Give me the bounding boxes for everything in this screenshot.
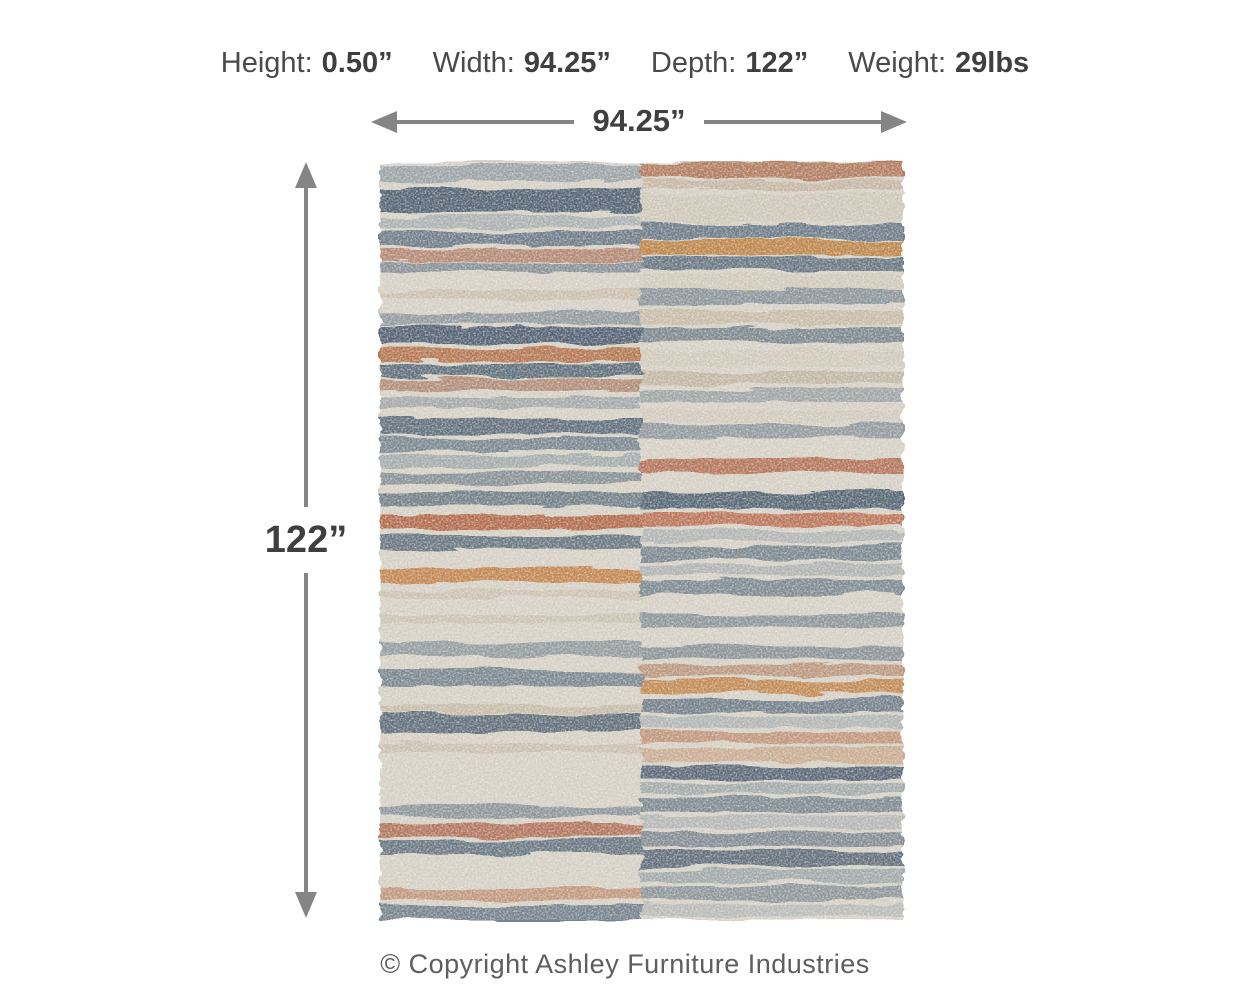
height-arrow-line-bottom [304, 573, 308, 892]
spec-weight: Weight: 29lbs [848, 47, 1029, 80]
height-dimension-arrow: 122” [265, 162, 347, 918]
spec-depth-label: Depth: [650, 47, 737, 79]
height-arrow-line-top [304, 188, 308, 507]
copyright-text: © Copyright Ashley Furniture Industries [380, 949, 870, 979]
rug-image-svg [380, 162, 903, 920]
spec-height-value: 0.50” [321, 47, 393, 79]
spec-width: Width: 94.25” [433, 47, 611, 80]
spec-width-value: 94.25” [523, 47, 611, 79]
arrow-up-icon [295, 162, 317, 188]
width-dimension-arrow: 94.25” [371, 102, 908, 138]
arrow-left-icon [371, 111, 397, 133]
rug-image [378, 160, 905, 922]
arrow-right-icon [881, 111, 908, 133]
width-dimension-label: 94.25” [592, 102, 686, 138]
height-dimension-label: 122” [264, 519, 348, 561]
width-arrow-line-right [703, 120, 882, 124]
spec-height: Height: 0.50” [221, 47, 393, 80]
spec-depth: Depth: 122” [651, 47, 808, 80]
spec-height-label: Height: [220, 47, 313, 79]
spec-weight-label: Weight: [848, 47, 947, 79]
spec-width-label: Width: [432, 47, 515, 79]
spec-depth-value: 122” [745, 47, 809, 79]
arrow-down-icon [295, 892, 317, 918]
product-specs: Height: 0.50” Width: 94.25” Depth: 122” … [0, 47, 1250, 80]
spec-weight-value: 29lbs [955, 47, 1030, 79]
width-arrow-line-left [397, 120, 575, 124]
